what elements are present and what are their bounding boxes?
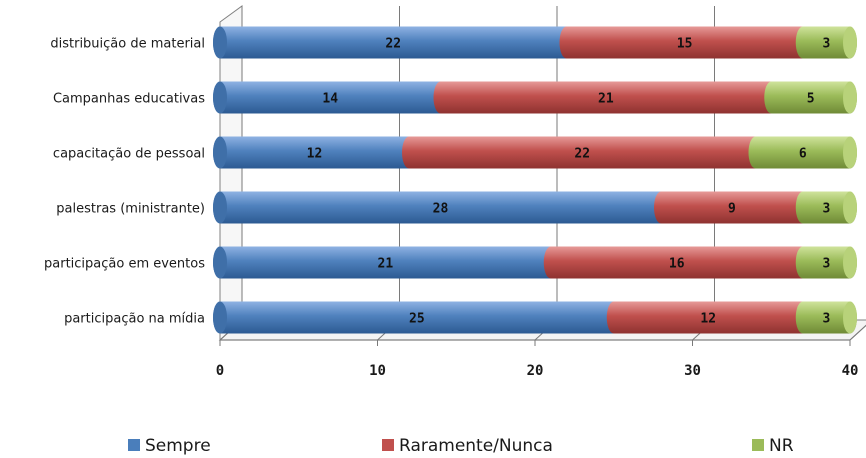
data-label: 12 (700, 312, 716, 327)
legend-label: Sempre (145, 436, 211, 456)
bar-cap (213, 137, 227, 169)
data-label: 21 (598, 92, 614, 107)
legend-swatch (752, 439, 764, 451)
data-label: 16 (669, 257, 685, 272)
data-label: 3 (822, 202, 830, 217)
data-label: 12 (307, 147, 323, 162)
bar-segment: 21 (213, 247, 558, 279)
bar-segment: 16 (544, 247, 810, 279)
legend-item: Sempre (128, 436, 211, 456)
bar-cap (213, 302, 227, 334)
bar-segment: 14 (213, 82, 447, 114)
data-label: 3 (822, 312, 830, 327)
bar-segment: 9 (654, 192, 810, 224)
data-label: 21 (378, 257, 394, 272)
data-label: 3 (822, 257, 830, 272)
bar-cap (213, 27, 227, 59)
bar-cap (843, 27, 857, 59)
data-label: 9 (728, 202, 736, 217)
category-label: participação em eventos (44, 257, 205, 272)
bar-segment: 15 (560, 27, 810, 59)
bar-segment: 12 (213, 137, 416, 169)
bar-cap (213, 192, 227, 224)
bar-segment: 25 (213, 302, 621, 334)
data-label: 15 (677, 37, 693, 52)
legend-label: Raramente/Nunca (399, 436, 553, 456)
category-label: distribuição de material (50, 37, 205, 52)
bar-segment: 21 (434, 82, 779, 114)
bar-cap (213, 247, 227, 279)
x-tick-labels: 0 10 20 30 40 (216, 363, 859, 379)
legend-label: NR (769, 436, 794, 456)
x-tick-label: 0 (216, 363, 224, 379)
bar-segment: 22 (213, 27, 574, 59)
data-label: 3 (822, 37, 830, 52)
legend-item: NR (752, 436, 794, 456)
category-labels: distribuição de material Campanhas educat… (44, 37, 205, 327)
bar-cap (843, 82, 857, 114)
category-label: palestras (ministrante) (56, 202, 205, 217)
data-label: 14 (322, 92, 338, 107)
data-label: 25 (409, 312, 425, 327)
x-tick-label: 10 (369, 363, 386, 379)
data-label: 6 (799, 147, 807, 162)
legend-swatch (128, 439, 140, 451)
legend-item: Raramente/Nunca (382, 436, 553, 456)
bar-cap (843, 192, 857, 224)
data-label: 22 (385, 37, 401, 52)
bar-cap (843, 302, 857, 334)
bars: 22 15 3 14 21 5 12 22 6 28 9 3 21 16 3 25 12 3 (213, 27, 857, 334)
bar-cap (843, 137, 857, 169)
x-tick-label: 40 (842, 363, 859, 379)
data-label: 5 (807, 92, 815, 107)
category-label: participação na mídia (64, 312, 205, 327)
legend-swatch (382, 439, 394, 451)
category-label: Campanhas educativas (53, 92, 205, 107)
bar-segment: 28 (213, 192, 668, 224)
legend: Sempre Raramente/Nunca NR (128, 436, 794, 456)
data-label: 28 (433, 202, 449, 217)
bar-segment: 22 (402, 137, 763, 169)
bar-cap (843, 247, 857, 279)
category-label: capacitação de pessoal (53, 147, 205, 162)
bar-cap (213, 82, 227, 114)
data-label: 22 (574, 147, 590, 162)
bar-segment: 6 (749, 137, 858, 169)
x-tick-label: 20 (527, 363, 544, 379)
bar-segment: 12 (607, 302, 810, 334)
x-tick-label: 30 (684, 363, 701, 379)
